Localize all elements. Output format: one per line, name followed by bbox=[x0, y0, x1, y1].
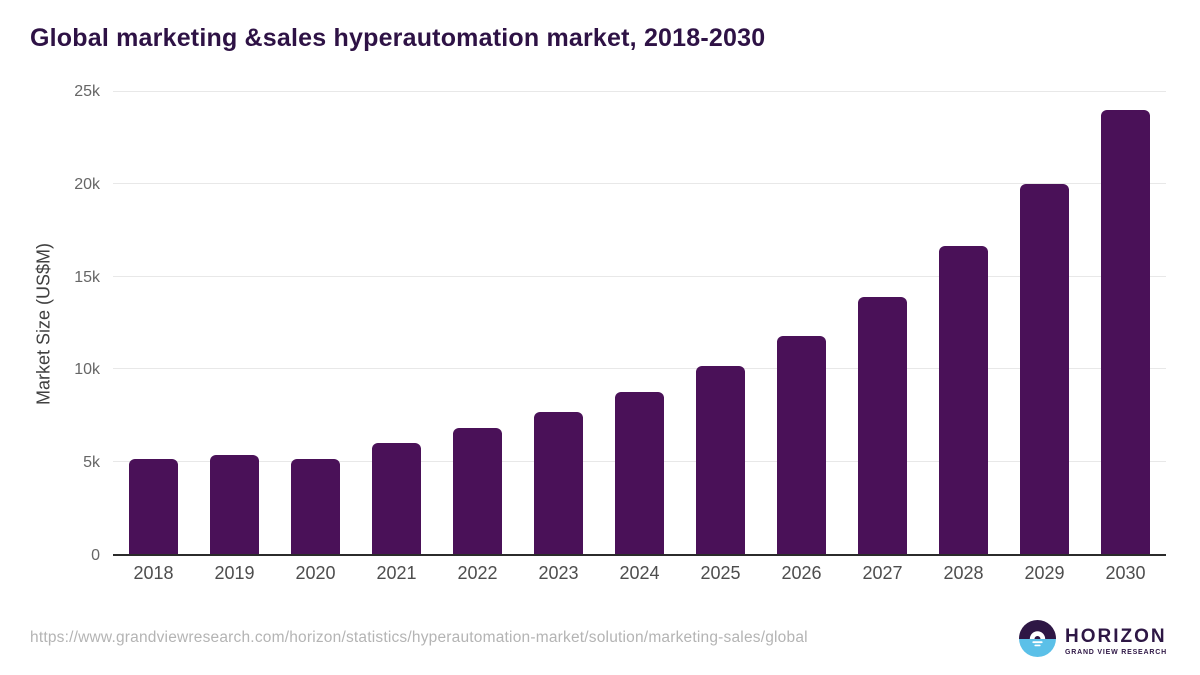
x-axis-tick-label-2020: 2020 bbox=[295, 563, 336, 583]
x-axis-tick-label-2023: 2023 bbox=[538, 563, 579, 583]
gridline-15k bbox=[113, 275, 1166, 277]
horizon-logo-name: HORIZON bbox=[1065, 625, 1167, 647]
bar-2018 bbox=[128, 458, 178, 554]
bar-2029 bbox=[1020, 184, 1069, 554]
bar-2021 bbox=[371, 443, 421, 554]
horizon-logo: HORIZON GRAND VIEW RESEARCH bbox=[1019, 620, 1167, 662]
horizon-logo-text: HORIZON GRAND VIEW RESEARCH bbox=[1065, 627, 1167, 656]
y-axis-tick-label-20k: 20k bbox=[74, 175, 100, 193]
bar-2027 bbox=[858, 297, 907, 554]
bar-2030 bbox=[1101, 110, 1150, 554]
x-axis-tick-label-2027: 2027 bbox=[862, 563, 903, 583]
bar-2020 bbox=[291, 458, 340, 554]
x-axis-tick-label-2021: 2021 bbox=[376, 563, 417, 583]
bar-2026 bbox=[777, 335, 826, 554]
x-axis-tick-label-2018: 2018 bbox=[133, 563, 174, 583]
x-axis-tick-label-2022: 2022 bbox=[457, 563, 498, 583]
gridline-10k bbox=[113, 368, 1166, 370]
x-axis-tick-label-2030: 2030 bbox=[1105, 563, 1146, 583]
bar-2019 bbox=[210, 455, 259, 554]
chart-title: Global marketing &sales hyperautomation … bbox=[30, 24, 766, 52]
x-axis-tick-label-2026: 2026 bbox=[781, 563, 822, 583]
x-axis-tick-label-2028: 2028 bbox=[943, 563, 984, 583]
x-axis-tick-label-2025: 2025 bbox=[700, 563, 741, 583]
y-axis-tick-label-25k: 25k bbox=[74, 83, 100, 100]
bar-2024 bbox=[615, 392, 664, 554]
y-axis-tick-label-0: 0 bbox=[91, 547, 100, 564]
gridline-20k bbox=[113, 183, 1166, 185]
y-axis-ticks: 0 5k 10k 15k 20k 25k bbox=[0, 84, 100, 564]
y-axis-tick-label-5k: 5k bbox=[83, 454, 100, 472]
source-url: https://www.grandviewresearch.com/horizo… bbox=[30, 629, 808, 646]
bar-2025 bbox=[696, 366, 745, 554]
plot-area bbox=[113, 91, 1166, 556]
bar-2022 bbox=[452, 428, 502, 554]
x-axis-tick-label-2019: 2019 bbox=[214, 563, 255, 583]
x-axis-tick-label-2029: 2029 bbox=[1024, 563, 1065, 583]
bar-2023 bbox=[534, 411, 583, 554]
bar-2028 bbox=[939, 246, 988, 554]
horizon-logo-subtitle: GRAND VIEW RESEARCH bbox=[1065, 648, 1167, 656]
x-axis-labels: 2018 2019 2020 2021 2022 2023 2024 2025 2026 2027… bbox=[113, 563, 1166, 587]
y-axis-tick-label-10k: 10k bbox=[74, 361, 100, 379]
x-axis-tick-label-2024: 2024 bbox=[619, 563, 660, 583]
y-axis-tick-label-15k: 15k bbox=[74, 268, 100, 286]
gridline-25k bbox=[113, 91, 1166, 92]
horizon-logo-icon bbox=[1019, 620, 1056, 662]
